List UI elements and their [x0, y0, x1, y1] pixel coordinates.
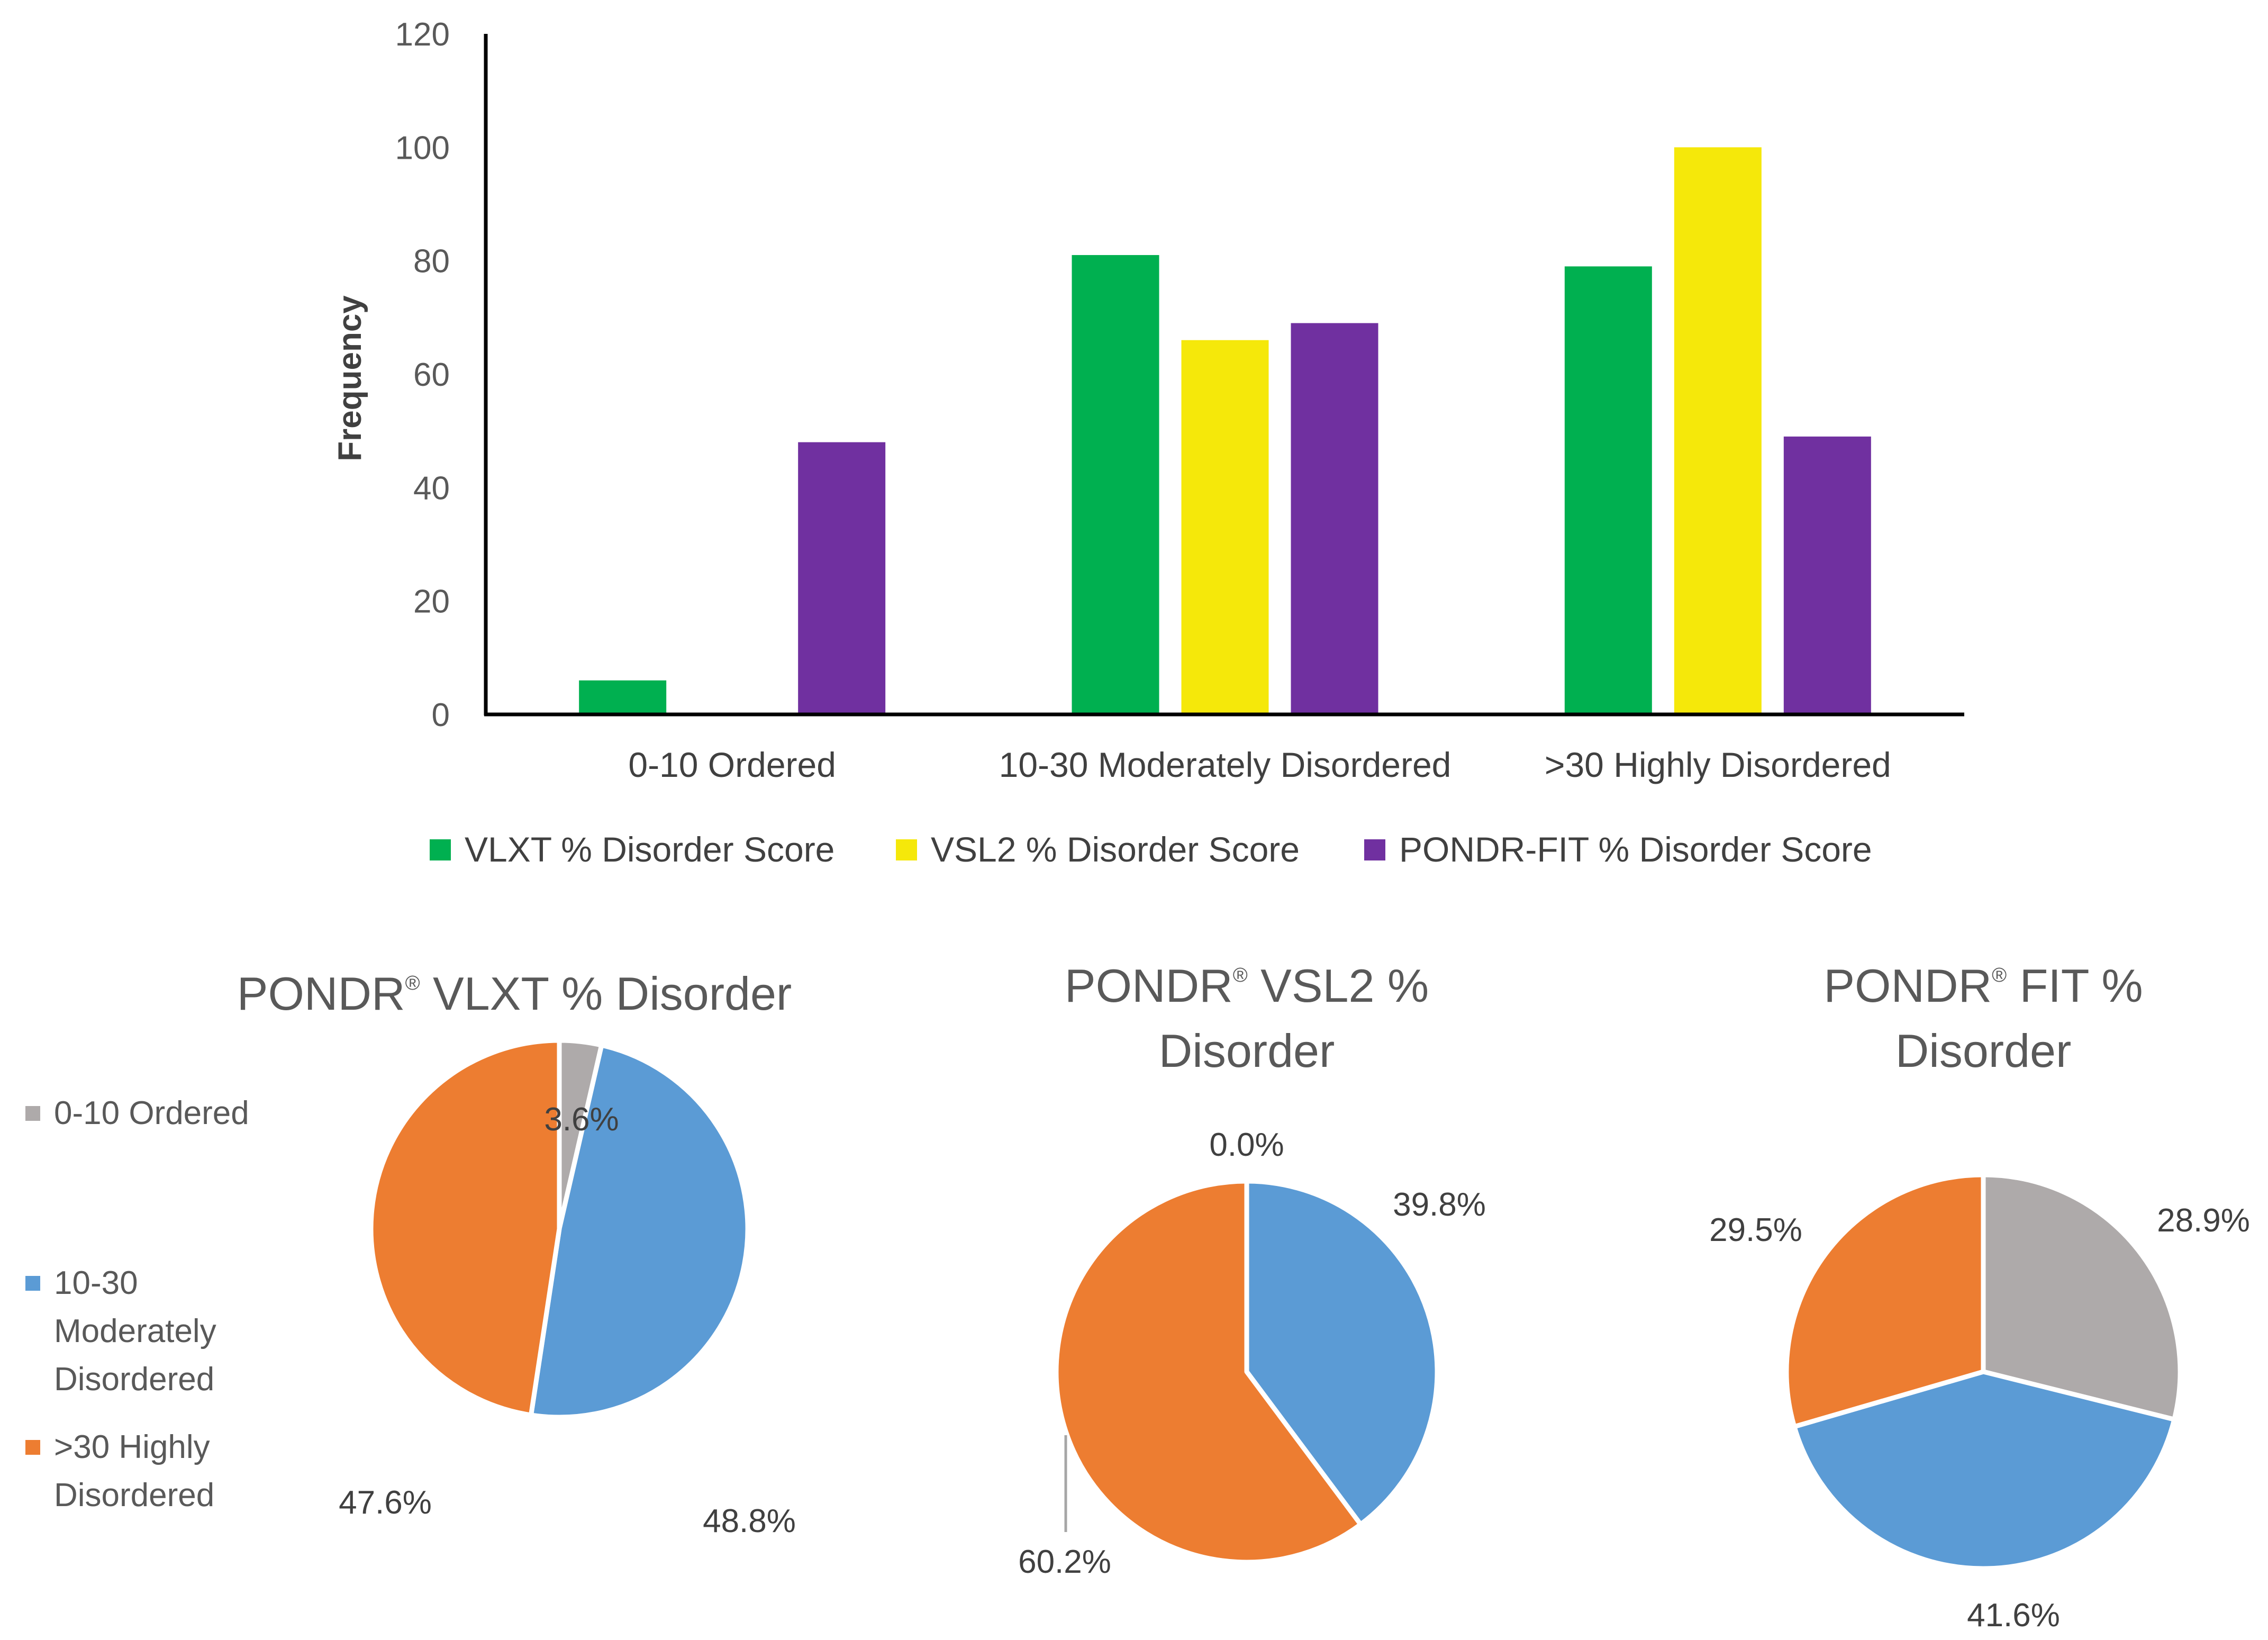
bar-vsl2-2 [1181, 340, 1269, 714]
legend-label: PONDR-FIT % Disorder Score [1399, 830, 1872, 869]
bar-vsl2-3 [1674, 147, 1762, 714]
pie-data-label: 28.9% [2157, 1202, 2250, 1239]
pie-legend-label: >30 Highly [54, 1429, 210, 1465]
pie-title-text: PONDR [1065, 959, 1233, 1012]
pie-title-text: PONDR [1824, 959, 1992, 1012]
legend-swatch-pondr-fit [1364, 839, 1385, 860]
pie-legend-swatch [25, 1440, 40, 1455]
pie-legend-swatch [25, 1106, 40, 1121]
bar-pondr-fit-1 [798, 442, 886, 714]
x-category-label: 10-30 Moderately Disordered [999, 745, 1451, 784]
pie-chart-fit: PONDR® FIT % Disorder 28.9% 41.6% 29.5% [1709, 959, 2250, 1634]
legend-swatch-vlxt [430, 839, 451, 860]
pie-data-label: 48.8% [703, 1503, 796, 1539]
y-tick-label: 60 [413, 357, 450, 393]
bar-pondr-fit-2 [1291, 323, 1378, 714]
legend-label: VLXT % Disorder Score [465, 830, 834, 869]
pie-slice-10-30-moderately-disordered [1244, 1179, 1440, 1527]
y-tick-label: 0 [432, 697, 450, 733]
pie-data-label: 0.0% [1209, 1127, 1284, 1163]
pie-title: Disorder [1159, 1025, 1335, 1077]
pie-data-label: 3.6% [544, 1101, 619, 1138]
y-tick-label: 40 [413, 470, 450, 506]
pie-legend: 0-10 Ordered 10-30 Moderately Disordered >30… [25, 1095, 249, 1514]
pie-slice-10-30-moderately-disordered [529, 1043, 750, 1420]
pie-legend-label: 0-10 Ordered [54, 1095, 249, 1131]
pie-slice-10-30-moderately-disordered [1792, 1369, 2177, 1571]
y-tick-label: 20 [413, 584, 450, 620]
pie-title-text: FIT % [2007, 959, 2143, 1012]
pie-title: PONDR® VLXT % Disorder [237, 967, 792, 1020]
bar-chart: 0 20 40 60 80 100 120 Frequency 0-10 Ordered 10-3… [332, 16, 1964, 784]
pie-legend-label: Disordered [54, 1361, 214, 1398]
pie-data-label: 29.5% [1709, 1212, 1802, 1248]
pie-data-label: 47.6% [339, 1484, 432, 1521]
bar-pondr-fit-3 [1783, 436, 1871, 714]
pie-chart-vlxt: PONDR® VLXT % Disorder 3.6% 48.8% 47.6% [237, 967, 796, 1539]
pie-title: Disorder [1895, 1025, 2072, 1077]
pie-title-text: VLXT % Disorder [420, 967, 792, 1020]
pie-legend-label: 10-30 [54, 1265, 138, 1301]
bar-legend: VLXT % Disorder Score VSL2 % Disorder Sco… [430, 830, 1872, 869]
bar-vlxt-1 [579, 680, 667, 714]
y-tick-label: 100 [395, 130, 450, 166]
registered-mark: ® [405, 972, 420, 994]
pie-chart-vsl2: PONDR® VSL2 % Disorder 0.0% 39.8% 60.2% [1018, 959, 1486, 1580]
bar-vlxt-3 [1564, 266, 1652, 715]
y-tick-label: 80 [413, 243, 450, 280]
registered-mark: ® [1233, 964, 1248, 986]
x-category-label: 0-10 Ordered [628, 745, 836, 784]
legend-label: VSL2 % Disorder Score [931, 830, 1300, 869]
pie-title-text: Disorder [1895, 1025, 2072, 1077]
pie-title-text: PONDR [237, 967, 405, 1020]
pie-legend-label: Disordered [54, 1477, 214, 1514]
registered-mark: ® [1992, 964, 2007, 986]
x-category-label: >30 Highly Disordered [1545, 745, 1891, 784]
pie-slice-30-highly-disordered [1054, 1179, 1363, 1565]
bar-vlxt-2 [1072, 255, 1159, 714]
y-tick-label: 120 [395, 16, 450, 53]
pie-title: PONDR® VSL2 % [1065, 959, 1429, 1012]
pie-title: PONDR® FIT % [1824, 959, 2143, 1012]
pie-legend-swatch [25, 1276, 40, 1291]
pie-title-text: Disorder [1159, 1025, 1335, 1077]
pie-title-text: VSL2 % [1248, 959, 1429, 1012]
legend-swatch-vsl2 [896, 839, 917, 860]
pie-slice-0-10-ordered [1981, 1172, 2183, 1422]
pie-data-label: 60.2% [1018, 1544, 1111, 1580]
pie-data-label: 39.8% [1393, 1186, 1486, 1223]
y-axis-label: Frequency [332, 295, 368, 461]
pie-slice-30-highly-disordered [1784, 1172, 1986, 1429]
pie-data-label: 41.6% [1967, 1597, 2060, 1634]
pie-slice-30-highly-disordered [368, 1038, 562, 1418]
pie-legend-label: Moderately [54, 1313, 216, 1349]
